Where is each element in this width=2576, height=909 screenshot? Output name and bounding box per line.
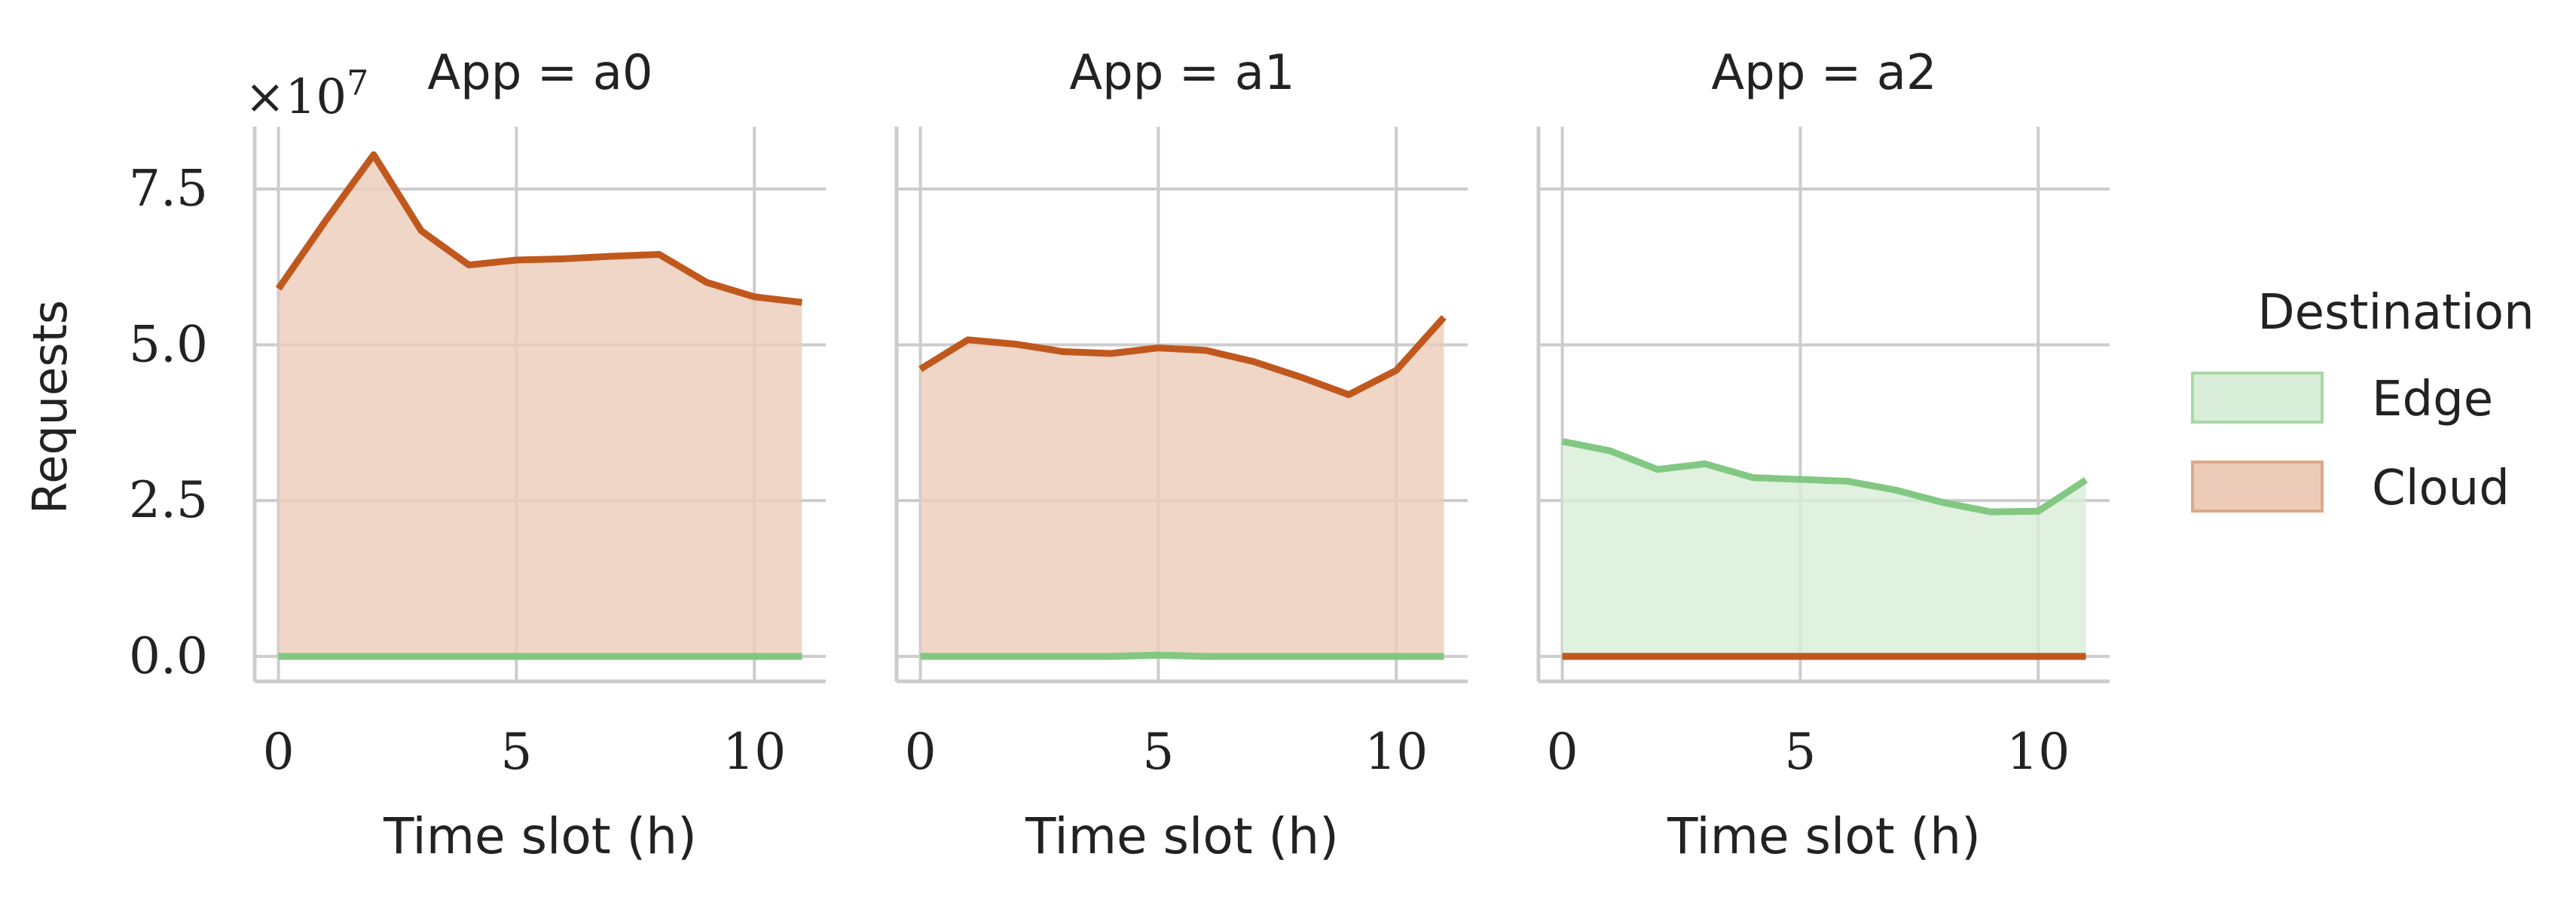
x-tick-label: 0	[1547, 723, 1578, 781]
subplot-2: 0 5 10 App = a2 Time slot (h)	[1536, 45, 2110, 865]
x-tick-label: 0	[905, 723, 937, 781]
x-tick-label: 10	[2006, 723, 2070, 781]
x-tick-label: 0	[263, 723, 295, 781]
line-edge-baseline	[920, 651, 1444, 660]
legend-label-edge: Edge	[2372, 372, 2493, 427]
subplot-title: App = a1	[1069, 45, 1294, 101]
legend-swatch-cloud	[2191, 461, 2324, 513]
subplot-title: App = a2	[1711, 45, 1936, 101]
y-axis-multiplier: ×107	[245, 63, 368, 125]
line-cloud	[918, 315, 1447, 399]
x-tick-label: 10	[723, 723, 786, 781]
area-cloud	[920, 317, 1444, 656]
y-tick-label: 2.5	[129, 471, 208, 529]
x-tick-label: 5	[1142, 723, 1174, 781]
subplot-title: App = a0	[427, 45, 652, 101]
area-edge	[1562, 441, 2086, 656]
y-tick-label: 7.5	[129, 160, 208, 218]
legend-title: Destination	[2257, 285, 2534, 341]
subplot-0: 0 5 10 0.0 2.5 5.0 7.5 App = a0 Time slot (h)	[129, 45, 826, 865]
line-edge	[1561, 438, 2088, 516]
x-axis-label: Time slot (h)	[383, 807, 697, 865]
x-axis-label: Time slot (h)	[1025, 807, 1339, 865]
subplot-panels: 0 5 10 0.0 2.5 5.0 7.5 App = a0 Time slot (h) 0 5 1…	[129, 45, 2110, 865]
x-tick-label: 10	[1364, 723, 1428, 781]
y-tick-label: 5.0	[129, 315, 208, 373]
area-cloud	[278, 155, 802, 656]
legend: Destination Edge Cloud	[2191, 285, 2535, 516]
line-cloud	[275, 151, 802, 306]
x-axis-label: Time slot (h)	[1667, 807, 1981, 865]
legend-swatch-edge	[2191, 372, 2324, 424]
x-tick-label: 5	[1784, 723, 1816, 781]
y-axis-label: Requests	[23, 300, 78, 514]
subplot-1: 0 5 10 App = a1 Time slot (h)	[894, 45, 1468, 865]
y-tick-label: 0.0	[129, 627, 208, 685]
x-tick-label: 5	[500, 723, 532, 781]
legend-label-cloud: Cloud	[2372, 461, 2510, 516]
